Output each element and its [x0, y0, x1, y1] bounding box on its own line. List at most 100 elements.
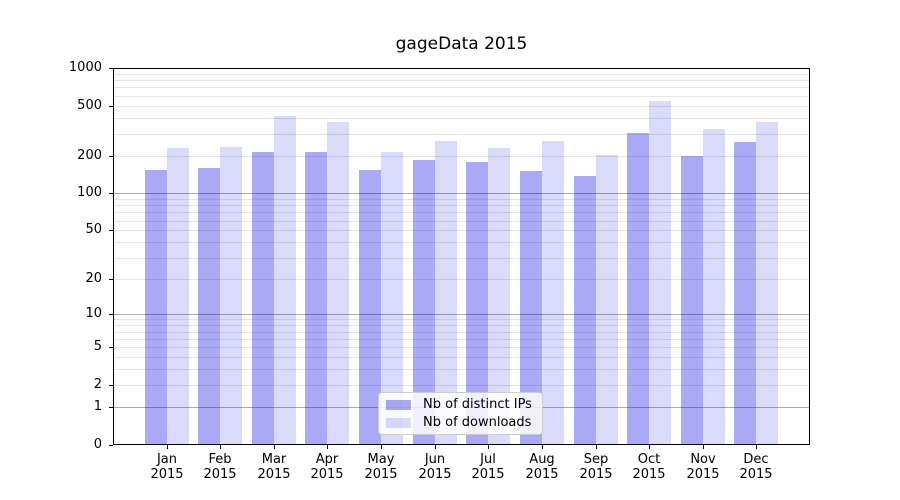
x-tick-label-nov-2015: Nov 2015 — [675, 452, 731, 482]
y-tick-label-1: 1 — [93, 399, 102, 414]
x-tick-label-line: 2015 — [579, 467, 613, 482]
y-tick-label-1000: 1000 — [68, 60, 102, 75]
bar-nb-of-distinct-ips-mar-2015 — [251, 151, 274, 445]
y-tick-mark-0 — [109, 444, 113, 446]
legend-label-distinct-ips: Nb of distinct IPs — [423, 397, 532, 412]
x-tick-label-line: 2015 — [418, 467, 452, 482]
gridline-40 — [113, 241, 810, 243]
bar-nb-of-downloads-may-2015 — [381, 152, 404, 445]
gridline-900 — [113, 73, 810, 75]
gridline-8 — [113, 324, 810, 326]
gridline-90 — [113, 198, 810, 200]
bar-nb-of-distinct-ips-jul-2015 — [466, 161, 489, 445]
x-tick-mark-jul-2015 — [487, 445, 489, 449]
x-tick-mark-dec-2015 — [755, 445, 757, 449]
y-tick-label-5: 5 — [93, 339, 102, 354]
legend: Nb of distinct IPs Nb of downloads — [378, 392, 543, 435]
bar-nb-of-distinct-ips-oct-2015 — [627, 132, 650, 445]
gridline-2 — [113, 384, 810, 386]
y-tick-label-100: 100 — [77, 185, 102, 200]
gridline-30 — [113, 257, 810, 259]
gridline-500 — [113, 105, 810, 107]
bar-nb-of-distinct-ips-nov-2015 — [680, 156, 703, 445]
gridline-6 — [113, 338, 810, 340]
x-tick-label-line: 2015 — [257, 467, 291, 482]
gridline-800 — [113, 79, 810, 81]
chart-title: gageData 2015 — [395, 34, 528, 54]
x-tick-label-aug-2015: Aug 2015 — [514, 452, 570, 482]
bar-nb-of-downloads-jul-2015 — [488, 147, 511, 445]
x-tick-label-oct-2015: Oct 2015 — [621, 452, 677, 482]
bar-nb-of-downloads-dec-2015 — [756, 122, 779, 445]
gridline-10 — [113, 313, 810, 315]
x-tick-mark-apr-2015 — [326, 445, 328, 449]
bar-nb-of-downloads-nov-2015 — [702, 129, 725, 445]
y-tick-mark-200 — [109, 155, 113, 157]
y-tick-label-200: 200 — [77, 148, 102, 163]
x-tick-label-line: 2015 — [632, 467, 666, 482]
legend-item-distinct-ips: Nb of distinct IPs — [386, 397, 542, 412]
y-tick-label-0: 0 — [93, 437, 102, 452]
x-tick-label-jun-2015: Jun 2015 — [407, 452, 463, 482]
x-tick-label-line: Jan — [156, 452, 178, 467]
gridline-3 — [113, 368, 810, 370]
x-tick-label-line: Mar — [261, 452, 287, 467]
x-tick-label-line: May — [367, 452, 395, 467]
x-tick-label-line: 2015 — [364, 467, 398, 482]
gridline-100 — [113, 192, 810, 194]
x-tick-label-line: 2015 — [739, 467, 773, 482]
x-tick-mark-mar-2015 — [273, 445, 275, 449]
y-tick-mark-2 — [109, 384, 113, 386]
bar-nb-of-downloads-jan-2015 — [166, 148, 189, 445]
y-tick-label-2: 2 — [93, 377, 102, 392]
bar-nb-of-downloads-feb-2015 — [220, 146, 243, 445]
gridline-300 — [113, 133, 810, 135]
x-tick-label-line: 2015 — [150, 467, 184, 482]
y-tick-mark-50 — [109, 229, 113, 231]
bar-nb-of-downloads-aug-2015 — [541, 140, 564, 445]
gridline-4 — [113, 356, 810, 358]
bars — [113, 68, 810, 445]
x-tick-label-jul-2015: Jul 2015 — [460, 452, 516, 482]
x-tick-mark-feb-2015 — [219, 445, 221, 449]
gridline-700 — [113, 86, 810, 88]
bar-nb-of-downloads-oct-2015 — [649, 100, 672, 445]
y-tick-mark-1 — [109, 406, 113, 408]
x-tick-label-line: Nov — [690, 452, 716, 467]
x-tick-label-line: 2015 — [203, 467, 237, 482]
gridline-70 — [113, 211, 810, 213]
bar-nb-of-distinct-ips-sep-2015 — [573, 176, 596, 445]
x-tick-label-line: Apr — [315, 452, 339, 467]
y-tick-label-20: 20 — [85, 271, 102, 286]
gridline-20 — [113, 278, 810, 280]
x-tick-mark-jan-2015 — [166, 445, 168, 449]
legend-item-downloads: Nb of downloads — [386, 415, 542, 430]
x-tick-label-line: 2015 — [310, 467, 344, 482]
bar-nb-of-distinct-ips-aug-2015 — [519, 170, 542, 445]
y-tick-mark-20 — [109, 278, 113, 280]
bar-nb-of-distinct-ips-jan-2015 — [144, 169, 167, 445]
gridline-50 — [113, 229, 810, 231]
x-tick-mark-sep-2015 — [595, 445, 597, 449]
legend-swatch-distinct-ips — [386, 399, 411, 410]
gridline-9 — [113, 318, 810, 320]
bar-nb-of-downloads-mar-2015 — [273, 115, 296, 445]
gridline-80 — [113, 204, 810, 206]
x-tick-label-may-2015: May 2015 — [353, 452, 409, 482]
x-tick-label-line: Sep — [583, 452, 609, 467]
gridline-600 — [113, 95, 810, 97]
bar-nb-of-downloads-apr-2015 — [327, 121, 350, 445]
y-tick-mark-10 — [109, 313, 113, 315]
x-tick-label-line: Jun — [424, 452, 446, 467]
x-tick-label-line: 2015 — [686, 467, 720, 482]
y-tick-mark-100 — [109, 192, 113, 194]
x-tick-label-line: Aug — [529, 452, 555, 467]
y-tick-mark-500 — [109, 105, 113, 107]
x-tick-label-sep-2015: Sep 2015 — [568, 452, 624, 482]
gridline-400 — [113, 117, 810, 119]
gridline-5 — [113, 346, 810, 348]
x-tick-label-line: Feb — [208, 452, 232, 467]
x-tick-label-feb-2015: Feb 2015 — [192, 452, 248, 482]
x-tick-mark-may-2015 — [380, 445, 382, 449]
gridline-60 — [113, 220, 810, 222]
